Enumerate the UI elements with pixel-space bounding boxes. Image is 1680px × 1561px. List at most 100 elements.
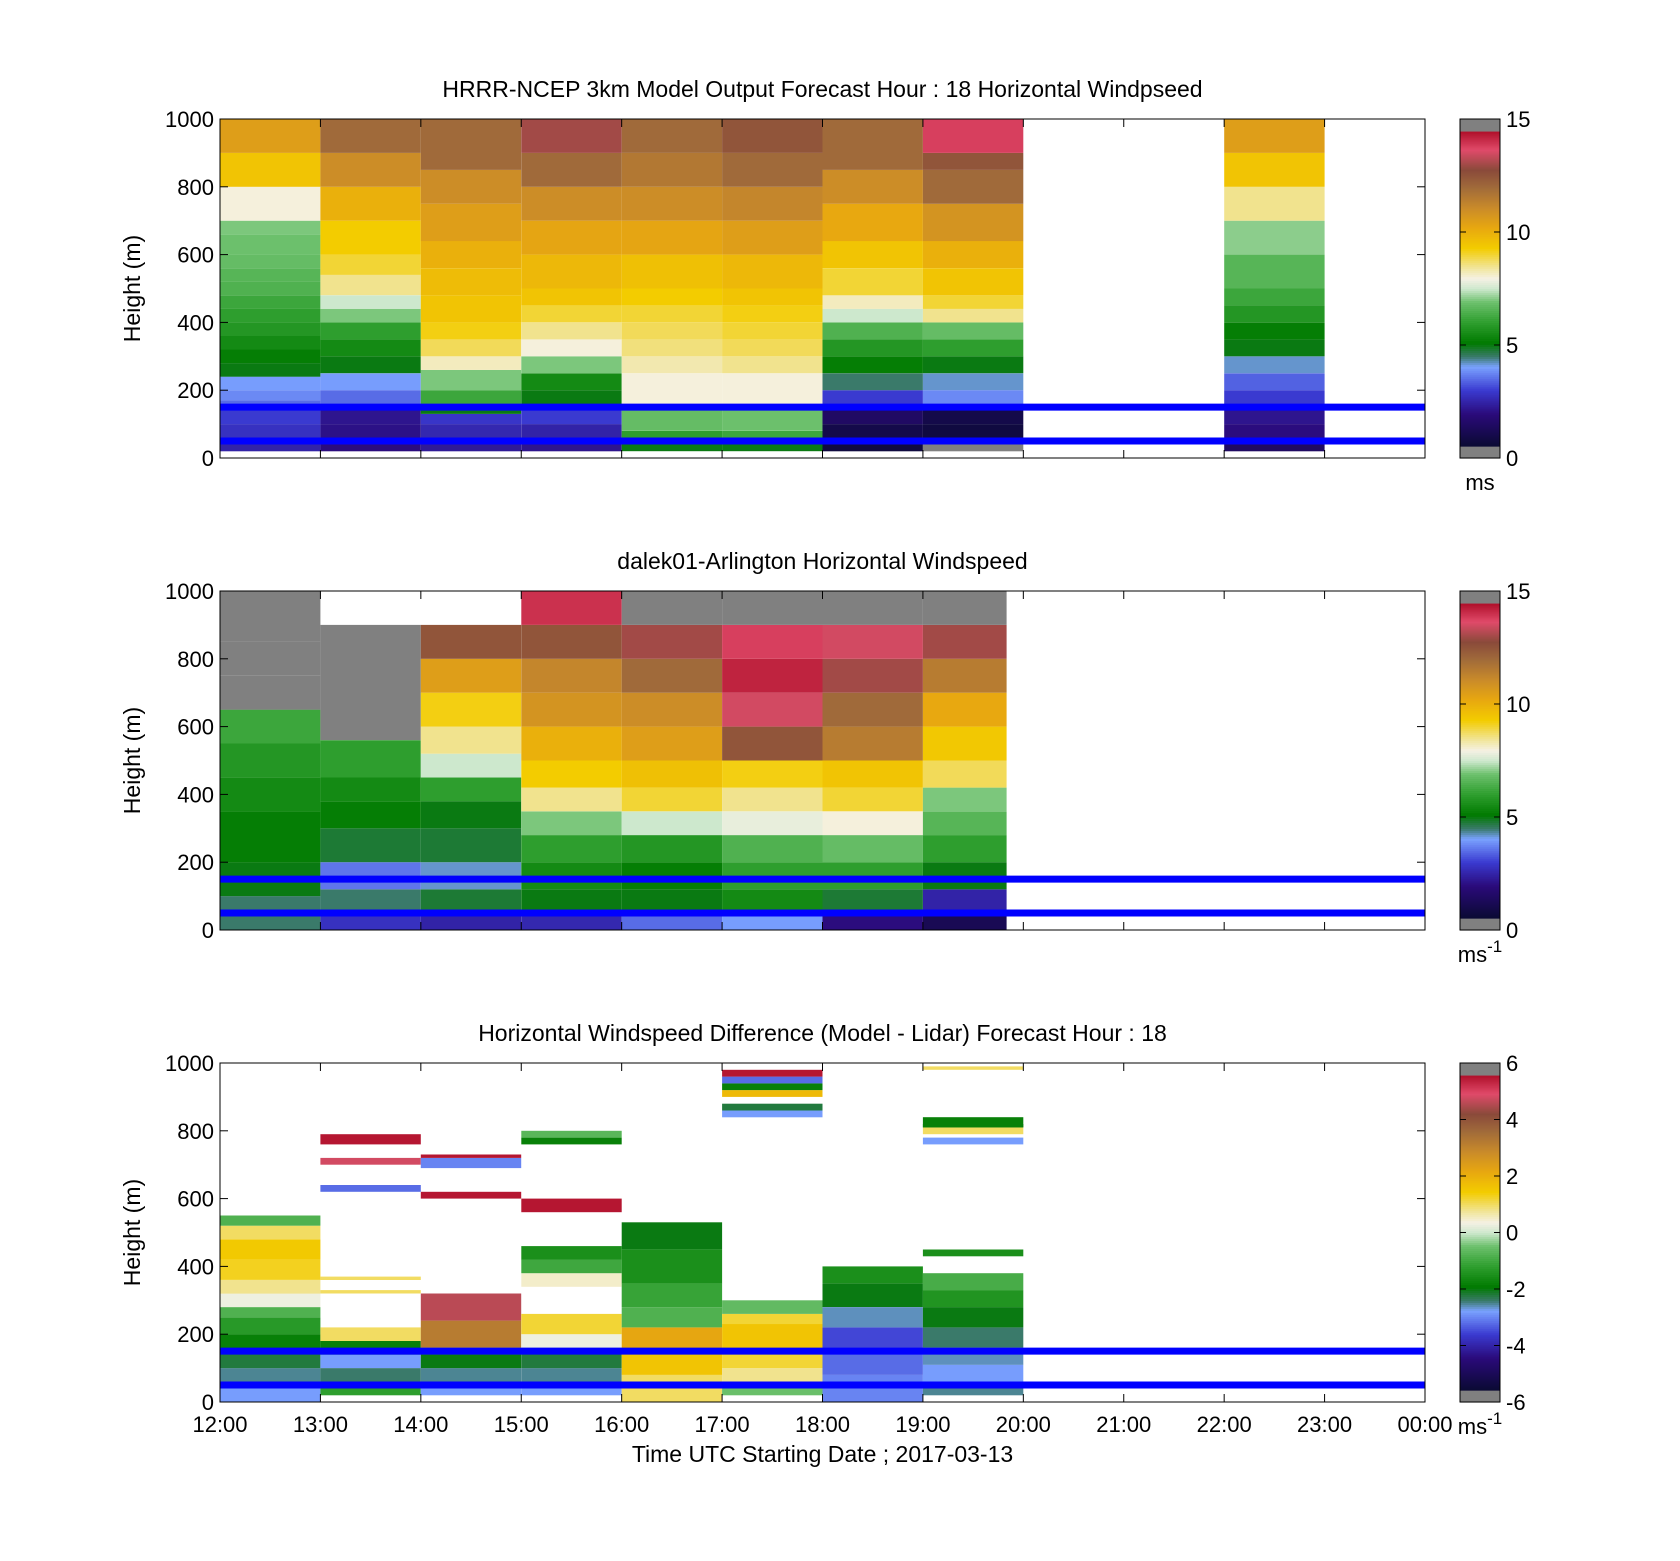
colorbar-swatch: [1460, 1322, 1500, 1325]
colorbar-swatch: [1460, 796, 1500, 799]
colorbar-swatch: [1460, 678, 1500, 682]
colorbar-swatch: [1460, 412, 1500, 415]
colorbar-swatch: [1460, 162, 1500, 166]
y-tick-label: 600: [177, 1187, 214, 1212]
colorbar-swatch: [1460, 1362, 1500, 1365]
heatmap-cell: [1224, 305, 1325, 323]
heatmap-cell: [922, 726, 1007, 761]
heatmap-cell: [621, 1222, 723, 1250]
heatmap-cell: [922, 295, 1024, 309]
heatmap-cell: [822, 726, 923, 761]
heatmap-cell: [722, 835, 823, 863]
colorbar-swatch: [1460, 230, 1500, 234]
colorbar-swatch: [1460, 119, 1500, 122]
colorbar-swatch: [1460, 350, 1500, 353]
panel-title: dalek01-Arlington Horizontal Windspeed: [617, 548, 1027, 574]
colorbar-tick-label: -4: [1506, 1334, 1526, 1359]
colorbar-swatch: [1460, 756, 1500, 760]
colorbar-swatch: [1460, 870, 1500, 873]
heatmap-cell: [320, 322, 421, 340]
heatmap-cell: [521, 441, 622, 452]
colorbar-swatch: [1460, 306, 1500, 310]
heatmap-cell: [822, 1266, 923, 1284]
colorbar-swatch: [1460, 172, 1500, 176]
colorbar-swatch: [1460, 858, 1500, 861]
colorbar-swatch: [1460, 1286, 1500, 1289]
heatmap-cell: [320, 373, 421, 391]
colorbar-swatch: [1460, 234, 1500, 238]
colorbar-swatch: [1460, 1290, 1500, 1293]
colorbar-swatch: [1460, 902, 1500, 905]
heatmap-cell: [621, 787, 723, 812]
heatmap-cell: [922, 203, 1024, 242]
colorbar-swatch: [1460, 652, 1500, 656]
colorbar-swatch: [1460, 1072, 1500, 1076]
colorbar-tick-label: 0: [1506, 918, 1518, 943]
colorbar-swatch: [1460, 1196, 1500, 1200]
colorbar-swatch: [1460, 724, 1500, 728]
colorbar-swatch: [1460, 1238, 1500, 1242]
colorbar-swatch: [1460, 326, 1500, 329]
colorbar-swatch: [1460, 778, 1500, 782]
colorbar-swatch: [1460, 1250, 1500, 1254]
colorbar-swatch: [1460, 1130, 1500, 1134]
colorbar-swatch: [1460, 1254, 1500, 1258]
colorbar-swatch: [1460, 782, 1500, 786]
heatmap-cell: [220, 441, 321, 452]
colorbar-swatch: [1460, 146, 1500, 150]
colorbar-swatch: [1460, 1128, 1500, 1132]
colorbar-swatch: [1460, 1336, 1500, 1339]
colorbar-swatch: [1460, 834, 1500, 837]
heatmap-cell: [320, 295, 421, 309]
heatmap-cell: [320, 1276, 421, 1280]
colorbar-swatch: [1460, 452, 1500, 455]
unit-main: ms: [1465, 470, 1494, 495]
colorbar-swatch: [1460, 296, 1500, 300]
colorbar-swatch: [1460, 1170, 1500, 1174]
heatmap-cell: [922, 441, 1024, 452]
colorbar-swatch: [1460, 1398, 1500, 1401]
colorbar-swatch: [1460, 1090, 1500, 1094]
colorbar-swatch: [1460, 682, 1500, 686]
colorbar-swatch: [1460, 1326, 1500, 1329]
heatmap-cell: [621, 288, 723, 306]
heatmap-cell: [822, 295, 923, 309]
colorbar-swatch: [1460, 124, 1500, 128]
colorbar-swatch: [1460, 310, 1500, 314]
colorbar-swatch: [1460, 1318, 1500, 1321]
colorbar-swatch: [1460, 442, 1500, 445]
colorbar-swatch: [1460, 736, 1500, 740]
heatmap-cell: [822, 1283, 923, 1307]
colorbar-swatch: [1460, 174, 1500, 178]
colorbar-swatch: [1460, 874, 1500, 877]
y-tick-label: 200: [177, 378, 214, 403]
heatmap-cell: [822, 203, 923, 242]
heatmap-cell: [621, 305, 723, 323]
colorbar-swatch: [1460, 366, 1500, 369]
heatmap-cell: [722, 811, 823, 836]
heatmap-cell: [220, 641, 321, 676]
colorbar-tick-label: 5: [1506, 333, 1518, 358]
heatmap-cell: [320, 889, 421, 913]
colorbar-swatch: [1460, 1114, 1500, 1118]
colorbar-swatch: [1460, 888, 1500, 891]
colorbar-swatch: [1460, 842, 1500, 845]
colorbar-swatch: [1460, 1088, 1500, 1092]
colorbar-swatch: [1460, 692, 1500, 696]
heatmap-cell: [420, 828, 522, 863]
heatmap-cell: [722, 152, 823, 187]
colorbar-swatch: [1460, 1396, 1500, 1399]
colorbar-swatch: [1460, 616, 1500, 620]
colorbar-swatch: [1460, 1082, 1500, 1086]
colorbar-swatch: [1460, 840, 1500, 843]
colorbar-swatch: [1460, 392, 1500, 395]
heatmap-cell: [822, 889, 923, 913]
colorbar-swatch: [1460, 1274, 1500, 1277]
colorbar-swatch: [1460, 434, 1500, 437]
colorbar-swatch: [1460, 740, 1500, 744]
colorbar-swatch: [1460, 1360, 1500, 1363]
colorbar-swatch: [1460, 688, 1500, 692]
colorbar-swatch: [1460, 800, 1500, 803]
heatmap-cell: [521, 591, 622, 625]
heatmap-cell: [220, 295, 321, 309]
